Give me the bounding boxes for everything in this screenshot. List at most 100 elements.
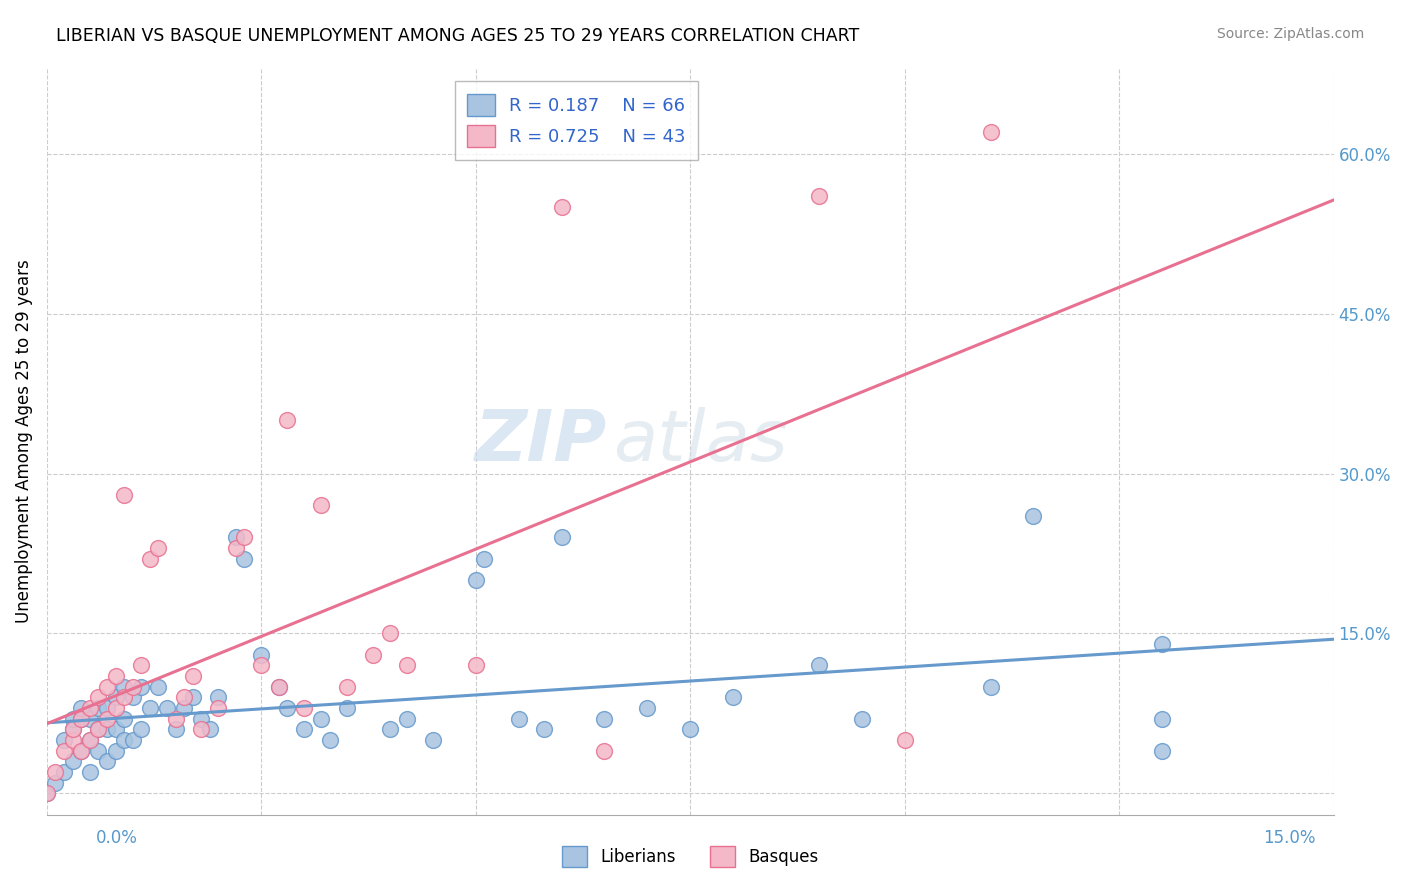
Point <box>336 701 359 715</box>
Point <box>121 733 143 747</box>
Point <box>96 754 118 768</box>
Point <box>148 541 170 555</box>
Point <box>53 764 76 779</box>
Point <box>807 189 830 203</box>
Point <box>292 723 315 737</box>
Point <box>87 723 110 737</box>
Point <box>96 701 118 715</box>
Point <box>79 733 101 747</box>
Point <box>44 775 66 789</box>
Point <box>87 701 110 715</box>
Point <box>139 551 162 566</box>
Point <box>70 701 93 715</box>
Point <box>979 126 1001 140</box>
Point <box>474 551 496 566</box>
Point <box>508 712 530 726</box>
Point <box>148 680 170 694</box>
Point <box>173 690 195 705</box>
Point <box>62 723 84 737</box>
Point <box>893 733 915 747</box>
Point <box>70 743 93 757</box>
Point <box>156 701 179 715</box>
Point <box>62 723 84 737</box>
Point <box>173 701 195 715</box>
Point <box>250 648 273 662</box>
Point <box>112 733 135 747</box>
Point <box>62 754 84 768</box>
Point <box>851 712 873 726</box>
Point <box>276 701 298 715</box>
Point <box>636 701 658 715</box>
Point <box>104 690 127 705</box>
Point <box>44 764 66 779</box>
Point <box>225 531 247 545</box>
Text: ZIP: ZIP <box>474 407 606 476</box>
Point <box>378 626 401 640</box>
Point <box>361 648 384 662</box>
Point <box>139 701 162 715</box>
Point <box>319 733 342 747</box>
Point <box>679 723 702 737</box>
Point <box>70 712 93 726</box>
Point <box>112 712 135 726</box>
Point <box>181 669 204 683</box>
Point <box>62 733 84 747</box>
Text: 15.0%: 15.0% <box>1264 829 1316 847</box>
Point <box>112 680 135 694</box>
Point <box>35 786 58 800</box>
Point <box>593 743 616 757</box>
Point <box>593 712 616 726</box>
Point <box>62 712 84 726</box>
Point <box>721 690 744 705</box>
Point <box>311 712 333 726</box>
Text: LIBERIAN VS BASQUE UNEMPLOYMENT AMONG AGES 25 TO 29 YEARS CORRELATION CHART: LIBERIAN VS BASQUE UNEMPLOYMENT AMONG AG… <box>56 27 859 45</box>
Point <box>396 658 419 673</box>
Text: atlas: atlas <box>613 407 787 476</box>
Point <box>129 680 152 694</box>
Point <box>292 701 315 715</box>
Point <box>104 723 127 737</box>
Point <box>96 723 118 737</box>
Point <box>464 573 486 587</box>
Point <box>96 712 118 726</box>
Point <box>1152 637 1174 651</box>
Point <box>121 680 143 694</box>
Point <box>233 551 256 566</box>
Point <box>79 701 101 715</box>
Point <box>181 690 204 705</box>
Point <box>396 712 419 726</box>
Point <box>422 733 444 747</box>
Text: Source: ZipAtlas.com: Source: ZipAtlas.com <box>1216 27 1364 41</box>
Point <box>79 733 101 747</box>
Point <box>276 413 298 427</box>
Point <box>267 680 290 694</box>
Point <box>225 541 247 555</box>
Point <box>104 701 127 715</box>
Point <box>336 680 359 694</box>
Point <box>311 499 333 513</box>
Point <box>79 764 101 779</box>
Point <box>979 680 1001 694</box>
Point <box>207 690 229 705</box>
Point <box>533 723 555 737</box>
Point <box>70 743 93 757</box>
Point <box>87 743 110 757</box>
Point <box>1152 743 1174 757</box>
Point <box>464 658 486 673</box>
Y-axis label: Unemployment Among Ages 25 to 29 years: Unemployment Among Ages 25 to 29 years <box>15 260 32 624</box>
Point <box>198 723 221 737</box>
Point <box>1022 509 1045 524</box>
Point <box>1152 712 1174 726</box>
Point <box>807 658 830 673</box>
Point <box>121 690 143 705</box>
Point <box>267 680 290 694</box>
Point <box>104 669 127 683</box>
Point <box>79 712 101 726</box>
Point <box>190 712 212 726</box>
Point <box>165 723 187 737</box>
Point <box>190 723 212 737</box>
Text: 0.0%: 0.0% <box>96 829 138 847</box>
Point <box>378 723 401 737</box>
Point <box>112 690 135 705</box>
Point <box>87 723 110 737</box>
